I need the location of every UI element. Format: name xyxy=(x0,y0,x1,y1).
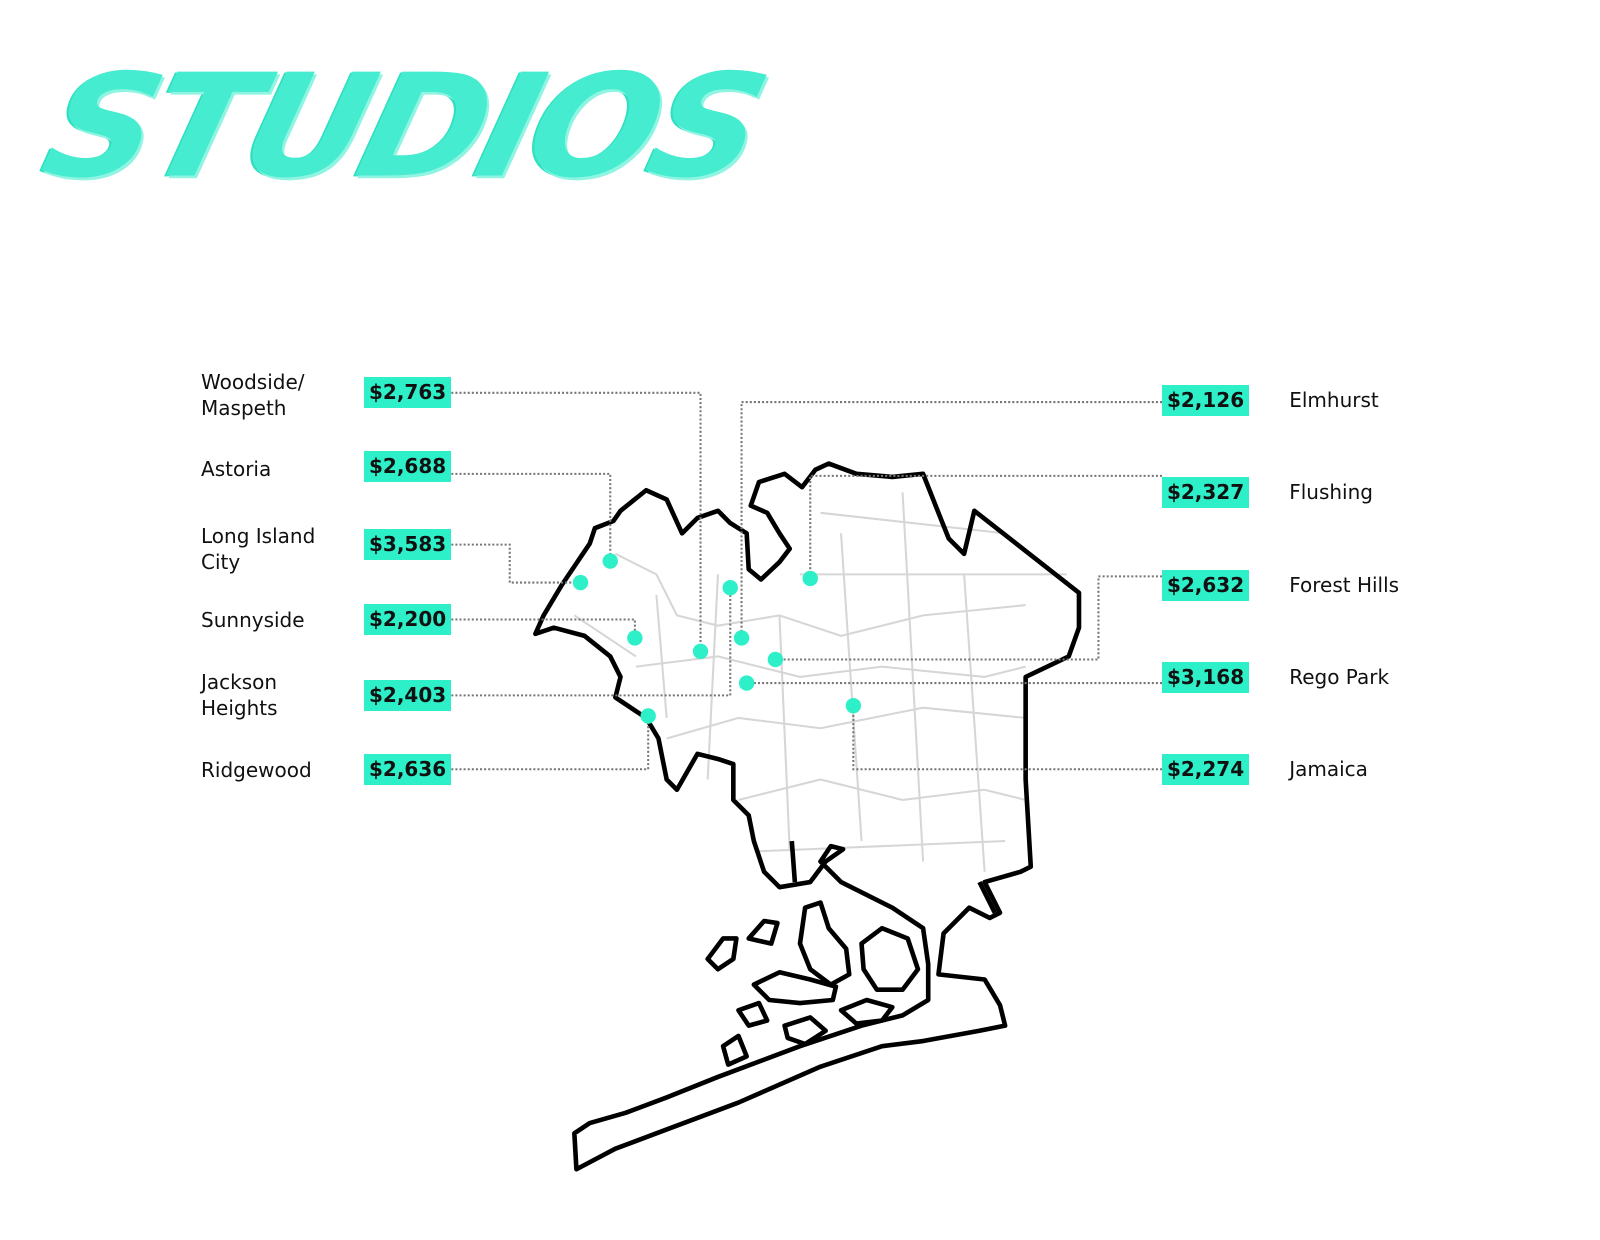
sunnyside-label: Sunnyside xyxy=(201,607,305,633)
jackson-heights-price-badge: $2,403 xyxy=(364,680,452,711)
label-line: City xyxy=(201,550,241,575)
ridgewood-label: Ridgewood xyxy=(201,757,312,783)
woodside-maspeth-price-badge: $2,763 xyxy=(364,377,452,409)
woodside-maspeth-dot xyxy=(692,643,709,659)
jackson-heights-label: Jackson Heights xyxy=(201,669,278,721)
connector-lines xyxy=(451,391,1163,771)
jamaica-dot xyxy=(845,697,862,714)
long-island-city-price-badge: $3,583 xyxy=(364,529,452,561)
elmhurst-dot xyxy=(733,630,750,646)
jamaica-label: Jamaica xyxy=(1289,756,1368,781)
ridgewood-dot xyxy=(640,708,656,724)
label-line: Ridgewood xyxy=(201,757,312,782)
long-island-city-dot xyxy=(572,574,589,591)
location-dots xyxy=(572,553,862,724)
rego-park-dot xyxy=(738,675,755,691)
elmhurst-label: Elmhurst xyxy=(1289,387,1379,412)
label-line: Maspeth xyxy=(201,396,287,421)
astoria-label: Astoria xyxy=(201,456,271,482)
label-line: Woodside/ xyxy=(201,370,305,395)
label-line: Jackson xyxy=(201,669,278,694)
sunnyside-connector xyxy=(451,618,636,638)
ridgewood-price-badge: $2,636 xyxy=(364,753,452,785)
sunnyside-price-badge: $2,200 xyxy=(364,604,452,636)
forest-hills-price-badge: $2,632 xyxy=(1162,570,1250,602)
flushing-connector xyxy=(809,474,1163,579)
jamaica-price-badge: $2,274 xyxy=(1162,753,1250,785)
forest-hills-dot xyxy=(767,651,784,668)
woodside-maspeth-connector xyxy=(451,391,702,652)
astoria-price-badge: $2,688 xyxy=(364,451,452,483)
forest-hills-connector xyxy=(775,575,1163,661)
rego-park-price-badge: $3,168 xyxy=(1162,661,1250,693)
jamaica-connector xyxy=(852,705,1163,771)
elmhurst-connector xyxy=(740,401,1163,638)
long-island-city-label: Long Island City xyxy=(201,523,315,575)
label-line: Long Island xyxy=(201,524,316,549)
neighborhood-borders xyxy=(573,492,1067,872)
long-island-city-connector xyxy=(451,543,581,584)
jackson-heights-connector xyxy=(451,587,732,697)
flushing-price-badge: $2,327 xyxy=(1162,476,1250,508)
rego-park-label: Rego Park xyxy=(1289,664,1390,689)
sunnyside-dot xyxy=(627,630,643,646)
label-line: Sunnyside xyxy=(201,608,305,633)
label-line: Astoria xyxy=(201,457,272,482)
woodside-maspeth-label: Woodside/Maspeth xyxy=(201,369,305,421)
jackson-heights-dot xyxy=(722,580,738,596)
flushing-dot xyxy=(802,570,818,587)
elmhurst-price-badge: $2,126 xyxy=(1162,384,1250,416)
flushing-label: Flushing xyxy=(1289,479,1373,504)
forest-hills-label: Forest Hills xyxy=(1289,573,1400,598)
astoria-dot xyxy=(602,553,618,569)
ridgewood-connector xyxy=(451,715,650,771)
queens-outline xyxy=(533,461,1082,1172)
label-line: Heights xyxy=(201,695,278,720)
